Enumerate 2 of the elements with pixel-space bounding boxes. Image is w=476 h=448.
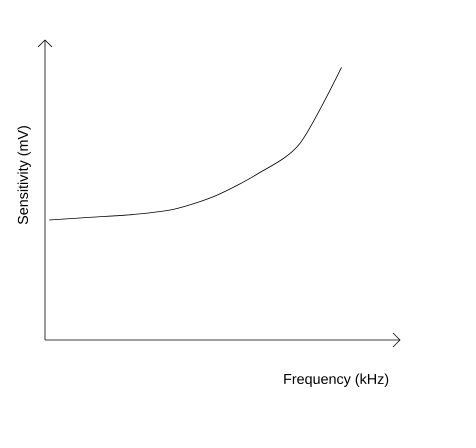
x-axis-title: Frequency (kHz) (284, 374, 388, 387)
y-axis-title: Sensitivity (mV) (17, 126, 31, 224)
